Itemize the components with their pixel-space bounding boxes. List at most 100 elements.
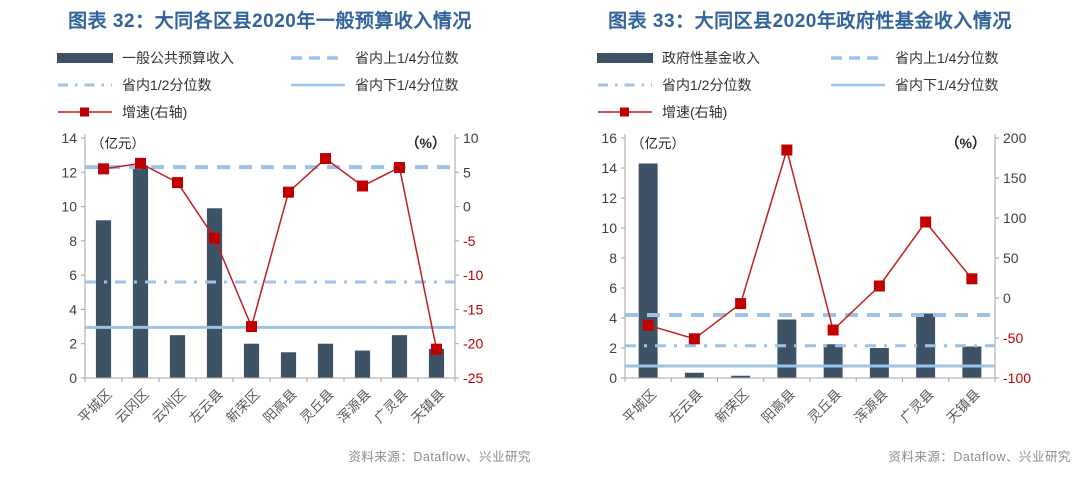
x-axis-label-9: 天镇县 <box>408 387 447 426</box>
right-axis-tick-label: -50 <box>1003 330 1023 346</box>
x-axis-label-7: 浑源县 <box>334 387 373 426</box>
legend-label: 省内1/2分位数 <box>122 77 212 93</box>
legend-item: 省内1/2分位数 <box>597 75 830 95</box>
x-axis-label-7: 天镇县 <box>944 387 983 426</box>
x-axis-label-6: 广灵县 <box>898 387 937 426</box>
left-axis-tick-label: 2 <box>69 336 77 352</box>
right-axis-tick-label: 10 <box>463 130 479 146</box>
x-axis-label-6: 灵丘县 <box>297 387 336 426</box>
legend-item: 省内下1/4分位数 <box>830 75 1017 95</box>
bar-swatch <box>597 53 653 63</box>
right-axis-tick-label: 0 <box>463 199 471 215</box>
growth-marker-0 <box>98 163 109 175</box>
line-marker-legend-swatch-icon <box>598 107 652 117</box>
chart-32-card: 图表 32：大同各区县2020年一般预算收入情况 一般公共预算收入 省内上1/4分… <box>57 11 531 464</box>
chart-33-title: 图表 33：大同区县2020年政府性基金收入情况 <box>608 11 1012 32</box>
dashdot-legend-swatch-icon <box>598 83 652 87</box>
right-axis-tick-label: 200 <box>1003 130 1027 146</box>
right-axis-tick-label: -5 <box>463 233 476 249</box>
x-axis-label-0: 平城区 <box>75 387 114 426</box>
x-axis-label-3: 左云县 <box>186 387 225 426</box>
growth-marker-swatch <box>620 107 629 117</box>
growth-marker-6 <box>920 216 932 228</box>
growth-marker-0 <box>642 319 654 331</box>
left-axis-tick-label: 6 <box>609 280 617 296</box>
bar-5 <box>869 348 889 378</box>
left-axis-tick-label: 16 <box>601 130 617 146</box>
legend-item: 政府性基金收入 <box>597 48 830 68</box>
left-axis-tick-label: 4 <box>609 310 617 326</box>
growth-line <box>103 157 438 350</box>
growth-marker-2 <box>172 177 183 189</box>
bar-3 <box>206 208 223 378</box>
dashed-legend-swatch-icon <box>831 56 885 60</box>
growth-marker-5 <box>873 280 885 292</box>
right-axis-tick-label: -100 <box>1003 370 1031 386</box>
left-axis-unit-label: （亿元） <box>91 136 145 151</box>
bar-legend-swatch-icon <box>597 53 653 63</box>
legend-item: 增速(右轴) <box>597 102 830 122</box>
legend-item: 一般公共预算收入 <box>57 48 290 68</box>
right-axis-tick-label: -25 <box>463 370 483 386</box>
legend-item: 省内上1/4分位数 <box>290 48 477 68</box>
growth-line <box>647 147 973 340</box>
right-axis-tick-label: -15 <box>463 301 483 317</box>
legend-item: 省内1/2分位数 <box>57 75 290 95</box>
legend-label: 一般公共预算收入 <box>122 50 234 66</box>
bar-2 <box>731 375 751 378</box>
x-axis-label-1: 云冈区 <box>112 387 151 426</box>
growth-marker-5 <box>283 186 294 198</box>
left-axis-tick-label: 14 <box>601 160 617 176</box>
legend-label: 省内上1/4分位数 <box>355 50 459 66</box>
bar-9 <box>428 348 445 378</box>
left-axis-tick-label: 0 <box>69 370 77 386</box>
right-axis-unit-label: （%） <box>406 135 446 151</box>
left-axis-unit-label: （亿元） <box>631 136 685 151</box>
right-axis-tick-label: 50 <box>1003 250 1019 266</box>
left-axis-tick-label: 0 <box>609 370 617 386</box>
growth-marker-4 <box>827 324 839 336</box>
bar-5 <box>280 352 297 378</box>
left-axis-tick-label: 10 <box>61 199 77 215</box>
bar-swatch <box>57 53 113 63</box>
x-axis-label-1: 左云县 <box>666 387 705 426</box>
bar-0 <box>638 163 658 378</box>
solid-legend-swatch-icon <box>291 83 345 87</box>
growth-marker-swatch <box>80 107 89 117</box>
bar-7 <box>962 346 982 378</box>
x-axis-label-8: 广灵县 <box>371 387 410 426</box>
x-axis-label-4: 新荣区 <box>223 387 262 426</box>
bar-legend-swatch-icon <box>57 53 113 63</box>
x-axis-label-4: 灵丘县 <box>805 387 844 426</box>
dashdot-legend-swatch-icon <box>58 83 112 87</box>
legend-label: 省内下1/4分位数 <box>895 77 999 93</box>
growth-marker-9 <box>431 343 442 355</box>
growth-marker-1 <box>688 333 700 345</box>
bar-1 <box>684 372 704 378</box>
growth-marker-7 <box>357 180 368 192</box>
x-axis-label-5: 浑源县 <box>851 387 890 426</box>
left-axis-tick-label: 2 <box>609 340 617 356</box>
left-axis-tick-label: 6 <box>69 267 77 283</box>
legend-label: 省内下1/4分位数 <box>355 77 459 93</box>
x-axis-label-5: 阳高县 <box>260 386 300 426</box>
right-axis-tick-label: -10 <box>463 267 483 283</box>
growth-marker-4 <box>246 321 257 333</box>
growth-marker-3 <box>781 144 793 156</box>
left-axis-tick-label: 10 <box>601 220 617 236</box>
legend-item: 省内上1/4分位数 <box>830 48 1017 68</box>
growth-marker-1 <box>135 157 146 169</box>
bar-2 <box>169 335 186 378</box>
right-axis-tick-label: 5 <box>463 164 471 180</box>
legend-item: 省内下1/4分位数 <box>290 75 477 95</box>
bar-0 <box>95 220 112 378</box>
left-axis-tick-label: 12 <box>61 164 77 180</box>
bar-7 <box>354 350 371 378</box>
legend-label: 政府性基金收入 <box>662 50 760 66</box>
left-axis-tick-label: 4 <box>69 301 77 317</box>
growth-marker-8 <box>394 161 405 173</box>
chart-32-source-note: 资料来源：Dataflow、兴业研究 <box>348 450 531 464</box>
bar-4 <box>823 344 843 378</box>
legend-label: 增速(右轴) <box>662 104 728 120</box>
